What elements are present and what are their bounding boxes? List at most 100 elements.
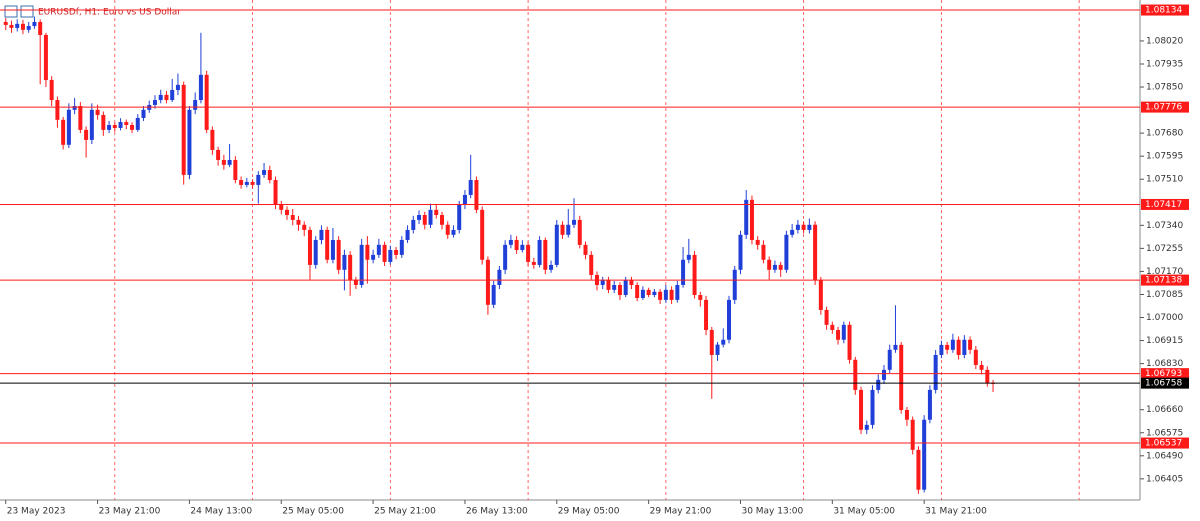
candle-body — [262, 170, 267, 175]
price-level-box — [1141, 437, 1189, 449]
x-tick-label: 25 May 21:00 — [374, 507, 436, 517]
price-level-box — [1141, 101, 1189, 113]
candle-body — [474, 180, 479, 210]
candle-body — [61, 119, 66, 145]
y-tick-label: 1.07935 — [1146, 59, 1183, 69]
y-tick-label: 1.07085 — [1146, 290, 1183, 300]
candle-body — [589, 254, 594, 275]
y-tick-label: 1.06915 — [1146, 336, 1183, 346]
candle-body — [72, 106, 77, 110]
candle-body — [646, 289, 651, 296]
candle-body — [933, 354, 938, 390]
candle-body — [910, 419, 915, 450]
x-tick-label: 31 May 21:00 — [925, 507, 987, 517]
candle-body — [491, 284, 496, 305]
candle-body — [801, 224, 806, 230]
icon[interactable] — [20, 5, 34, 18]
candle-body — [348, 254, 353, 280]
candle-body — [107, 125, 112, 130]
candle-body — [451, 229, 456, 235]
candle-body — [164, 94, 169, 101]
candle-body — [227, 159, 232, 165]
candle-body — [784, 234, 789, 270]
candle-body — [543, 239, 548, 270]
candle-body — [600, 279, 605, 285]
candle-body — [3, 21, 8, 25]
candle-body — [170, 90, 175, 101]
candle-body — [893, 344, 898, 350]
x-tick-label: 23 May 2023 — [7, 507, 66, 517]
icon[interactable] — [4, 5, 18, 18]
candle-body — [330, 239, 335, 260]
candle-body — [514, 239, 519, 250]
candle-body — [101, 114, 106, 130]
candle-body — [20, 23, 25, 30]
candle-body — [537, 239, 542, 265]
candle-body — [250, 181, 255, 185]
candle-body — [629, 279, 634, 285]
x-tick-label: 29 May 05:00 — [558, 507, 620, 517]
candle-body — [422, 215, 427, 225]
candle-body — [411, 219, 416, 230]
candle-body — [727, 299, 732, 340]
y-tick-label: 1.06405 — [1146, 474, 1183, 484]
candle-body — [468, 180, 473, 195]
candle-body — [267, 170, 272, 181]
chart-title: EURUSDf, H1: Euro vs US Dollar — [38, 8, 181, 18]
candle-body — [445, 224, 450, 235]
x-tick-label: 25 May 05:00 — [282, 507, 344, 517]
candle-body — [652, 291, 657, 296]
candle-body — [118, 122, 123, 128]
candle-body — [675, 284, 680, 300]
y-tick-label: 1.06830 — [1146, 359, 1183, 369]
candle-body — [979, 364, 984, 370]
candle-body — [772, 264, 777, 270]
candle-body — [790, 229, 795, 235]
candle-body — [130, 125, 135, 130]
candle-body — [945, 344, 950, 350]
price-level-box — [1141, 377, 1189, 389]
toolbar-icons — [4, 5, 34, 18]
y-tick-label: 1.06490 — [1146, 451, 1183, 461]
candles — [3, 16, 996, 494]
candle-body — [216, 149, 221, 160]
y-tick-label: 1.07255 — [1146, 244, 1183, 254]
candle-body — [325, 229, 330, 260]
candle-body — [141, 109, 146, 118]
candle-body — [572, 219, 577, 225]
x-tick-label: 26 May 13:00 — [466, 507, 528, 517]
candle-body — [847, 324, 852, 360]
candle-body — [193, 100, 198, 110]
candle-body — [221, 159, 226, 165]
candle-body — [84, 129, 89, 140]
x-tick-label: 23 May 21:00 — [99, 507, 161, 517]
y-tick-label: 1.07680 — [1146, 129, 1183, 139]
y-tick-label: 1.07510 — [1146, 175, 1183, 185]
candle-body — [55, 100, 60, 120]
candle-body — [962, 339, 967, 355]
candle-body — [968, 339, 973, 350]
candle-body — [376, 244, 381, 255]
candle-body — [428, 209, 433, 225]
candle-body — [307, 229, 312, 265]
candle-body — [635, 284, 640, 298]
price-level-label: 1.07417 — [1145, 200, 1182, 210]
candle-body — [818, 279, 823, 310]
candle-body — [612, 284, 617, 290]
candle-body — [617, 284, 622, 296]
candle-body — [887, 349, 892, 370]
candle-body — [985, 369, 990, 383]
price-level-label: 1.08134 — [1145, 6, 1182, 16]
candle-body — [749, 199, 754, 240]
candle-body — [480, 209, 485, 260]
candle-body — [503, 244, 508, 270]
candle-body — [382, 244, 387, 262]
candle-body — [899, 344, 904, 410]
candle-body — [135, 117, 140, 130]
y-tick-label: 1.08020 — [1146, 36, 1183, 46]
candle-body — [49, 79, 54, 101]
y-tick-label: 1.07000 — [1146, 313, 1183, 323]
price-level-box — [1141, 198, 1189, 210]
candle-body — [778, 264, 783, 270]
